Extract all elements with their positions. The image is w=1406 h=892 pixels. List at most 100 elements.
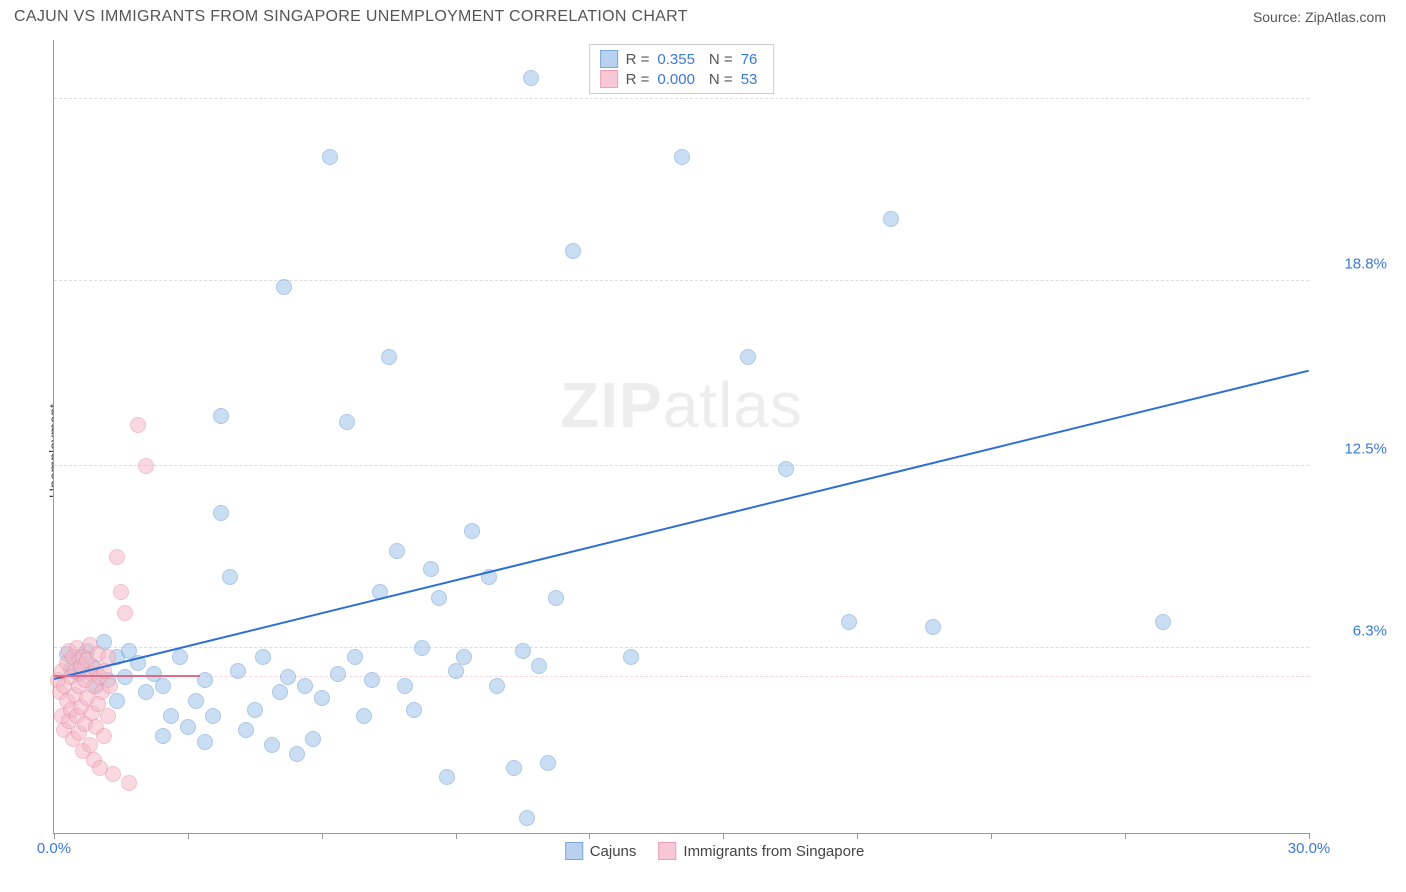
point-series1 xyxy=(188,693,204,709)
point-series1 xyxy=(297,678,313,694)
point-series2 xyxy=(113,584,129,600)
legend-item-series1: Cajuns xyxy=(565,842,637,860)
x-tick-mark xyxy=(54,833,55,839)
point-series1 xyxy=(109,693,125,709)
point-series1 xyxy=(439,769,455,785)
x-tick-mark xyxy=(991,833,992,839)
point-series1 xyxy=(448,663,464,679)
x-tick-mark xyxy=(188,833,189,839)
legend-correlation: R = 0.355 N = 76 R = 0.000 N = 53 xyxy=(589,44,775,94)
legend-r-value-2: 0.000 xyxy=(657,71,695,88)
point-series2 xyxy=(130,417,146,433)
point-series1 xyxy=(280,669,296,685)
point-series1 xyxy=(431,590,447,606)
point-series1 xyxy=(172,649,188,665)
legend-n-label: N = xyxy=(709,71,733,88)
point-series1 xyxy=(778,461,794,477)
y-tick-label: 12.5% xyxy=(1317,440,1387,457)
point-series1 xyxy=(347,649,363,665)
point-series1 xyxy=(155,728,171,744)
point-series1 xyxy=(247,702,263,718)
legend-row-series1: R = 0.355 N = 76 xyxy=(600,49,764,69)
point-series1 xyxy=(305,731,321,747)
legend-label-2: Immigrants from Singapore xyxy=(683,843,864,860)
legend-swatch-bottom-1 xyxy=(565,842,583,860)
legend-series-names: Cajuns Immigrants from Singapore xyxy=(565,842,865,860)
chart-header: CAJUN VS IMMIGRANTS FROM SINGAPORE UNEMP… xyxy=(0,0,1406,30)
gridline-y xyxy=(54,465,1309,466)
y-tick-label: 6.3% xyxy=(1317,622,1387,639)
point-series1 xyxy=(272,684,288,700)
point-series1 xyxy=(841,614,857,630)
point-series1 xyxy=(489,678,505,694)
point-series2 xyxy=(109,549,125,565)
point-series1 xyxy=(531,658,547,674)
legend-n-value-1: 76 xyxy=(741,51,758,68)
point-series2 xyxy=(100,708,116,724)
legend-swatch-series1 xyxy=(600,50,618,68)
x-tick-label: 30.0% xyxy=(1288,840,1331,857)
point-series1 xyxy=(314,690,330,706)
point-series1 xyxy=(515,643,531,659)
x-tick-mark xyxy=(857,833,858,839)
point-series1 xyxy=(397,678,413,694)
gridline-y xyxy=(54,280,1309,281)
gridline-y xyxy=(54,98,1309,99)
legend-r-value-1: 0.355 xyxy=(657,51,695,68)
point-series1 xyxy=(197,734,213,750)
point-series1 xyxy=(925,619,941,635)
x-tick-mark xyxy=(456,833,457,839)
point-series1 xyxy=(1155,614,1171,630)
point-series1 xyxy=(565,243,581,259)
point-series1 xyxy=(213,505,229,521)
point-series1 xyxy=(230,663,246,679)
point-series1 xyxy=(339,414,355,430)
point-series1 xyxy=(740,349,756,365)
point-series2 xyxy=(121,775,137,791)
point-series2 xyxy=(102,678,118,694)
point-series1 xyxy=(255,649,271,665)
legend-n-value-2: 53 xyxy=(741,71,758,88)
point-series1 xyxy=(548,590,564,606)
plot-area: Unemployment ZIPatlas R = 0.355 N = 76 R… xyxy=(35,40,1394,862)
point-series2 xyxy=(96,728,112,744)
point-series1 xyxy=(213,408,229,424)
point-series1 xyxy=(163,708,179,724)
scatter-plot: ZIPatlas R = 0.355 N = 76 R = 0.000 N = … xyxy=(53,40,1309,834)
legend-row-series2: R = 0.000 N = 53 xyxy=(600,69,764,89)
point-series1 xyxy=(180,719,196,735)
x-tick-mark xyxy=(589,833,590,839)
point-series1 xyxy=(238,722,254,738)
x-tick-mark xyxy=(1309,833,1310,839)
point-series1 xyxy=(330,666,346,682)
point-series1 xyxy=(289,746,305,762)
legend-swatch-series2 xyxy=(600,70,618,88)
x-tick-mark xyxy=(723,833,724,839)
point-series2 xyxy=(117,605,133,621)
point-series1 xyxy=(138,684,154,700)
point-series1 xyxy=(356,708,372,724)
point-series1 xyxy=(674,149,690,165)
legend-r-label: R = xyxy=(626,51,650,68)
x-tick-label: 0.0% xyxy=(37,840,71,857)
point-series1 xyxy=(456,649,472,665)
chart-source: Source: ZipAtlas.com xyxy=(1253,9,1386,25)
point-series2 xyxy=(82,737,98,753)
watermark: ZIPatlas xyxy=(560,368,803,442)
x-tick-mark xyxy=(1125,833,1126,839)
point-series2 xyxy=(105,766,121,782)
legend-item-series2: Immigrants from Singapore xyxy=(658,842,864,860)
point-series1 xyxy=(540,755,556,771)
trendline-series2 xyxy=(54,675,200,677)
point-series1 xyxy=(519,810,535,826)
point-series1 xyxy=(322,149,338,165)
point-series1 xyxy=(506,760,522,776)
trendline-series1 xyxy=(54,370,1309,680)
point-series1 xyxy=(414,640,430,656)
point-series1 xyxy=(155,678,171,694)
legend-n-label: N = xyxy=(709,51,733,68)
point-series1 xyxy=(406,702,422,718)
point-series2 xyxy=(138,458,154,474)
point-series1 xyxy=(264,737,280,753)
point-series1 xyxy=(205,708,221,724)
